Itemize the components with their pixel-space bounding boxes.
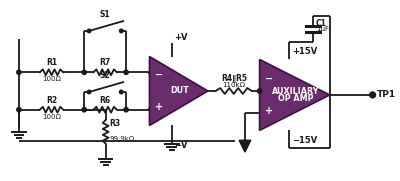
Circle shape [82,70,86,74]
Text: +: + [266,106,274,116]
Circle shape [120,90,123,94]
Text: R2: R2 [46,96,57,105]
Text: R4∥R5: R4∥R5 [221,73,247,82]
Circle shape [124,70,128,74]
Text: +V: +V [175,33,188,42]
Text: 100Ω: 100Ω [42,76,61,82]
Text: R6: R6 [100,96,111,105]
Text: DUT: DUT [170,87,189,96]
Text: S2: S2 [100,71,110,80]
Circle shape [17,108,21,112]
Circle shape [82,108,86,112]
Text: AUXILIARY: AUXILIARY [272,87,320,96]
Text: +15V: +15V [292,47,317,56]
Text: R7: R7 [100,58,111,67]
Text: S1: S1 [100,10,110,19]
Text: C1: C1 [316,19,327,28]
Polygon shape [260,60,330,130]
Text: −15V: −15V [292,136,317,145]
Text: −: − [266,74,274,84]
Circle shape [120,29,123,33]
Text: +: + [155,102,164,112]
Text: −: − [155,70,164,80]
Circle shape [124,108,128,112]
Polygon shape [150,56,208,125]
Text: 110kΩ: 110kΩ [222,82,245,88]
Text: −V: −V [175,141,188,150]
Circle shape [258,89,262,93]
Text: 100Ω: 100Ω [42,114,61,120]
Text: 99.9kΩ: 99.9kΩ [110,136,135,142]
Text: R3: R3 [110,119,121,128]
Text: R1: R1 [46,58,57,67]
Text: OP AMP: OP AMP [278,94,314,103]
Polygon shape [239,140,251,152]
Text: 1μF: 1μF [316,26,329,32]
Circle shape [370,92,376,98]
Circle shape [87,90,91,94]
Circle shape [17,70,21,74]
Circle shape [87,29,91,33]
Text: TP1: TP1 [376,90,396,99]
